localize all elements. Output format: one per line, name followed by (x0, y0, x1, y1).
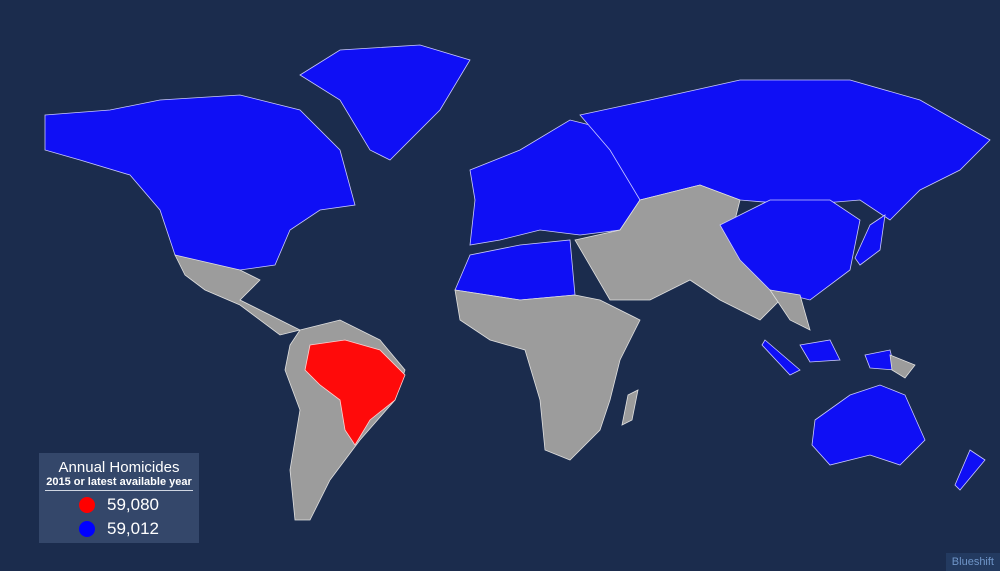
brazil[interactable] (304, 339, 406, 446)
north-america-region[interactable] (44, 94, 356, 271)
indonesia-east[interactable] (799, 339, 841, 363)
new-zealand[interactable] (954, 449, 986, 491)
legend-item-blue: 59,012 (39, 519, 199, 539)
legend-item-red: 59,080 (39, 495, 199, 515)
greenland[interactable] (299, 44, 471, 161)
china[interactable] (719, 199, 861, 301)
legend: Annual Homicides 2015 or latest availabl… (39, 453, 199, 543)
europe-region[interactable] (469, 119, 641, 246)
legend-value: 59,012 (107, 519, 159, 538)
southeast-asia-region[interactable] (769, 289, 811, 331)
brand-logo: Blueshift (945, 553, 1000, 571)
blue-dot-icon (79, 521, 95, 537)
africa-region[interactable] (454, 289, 641, 461)
legend-title: Annual Homicides (58, 459, 180, 476)
legend-subtitle: 2015 or latest available year (45, 476, 193, 491)
north-africa-region[interactable] (454, 239, 576, 301)
russia[interactable] (579, 79, 991, 221)
papua-new-guinea[interactable] (889, 354, 916, 379)
madagascar[interactable] (621, 389, 639, 426)
red-dot-icon (79, 497, 95, 513)
indonesia[interactable] (761, 339, 801, 376)
japan[interactable] (854, 214, 886, 266)
australia[interactable] (811, 384, 926, 466)
legend-value: 59,080 (107, 495, 159, 514)
